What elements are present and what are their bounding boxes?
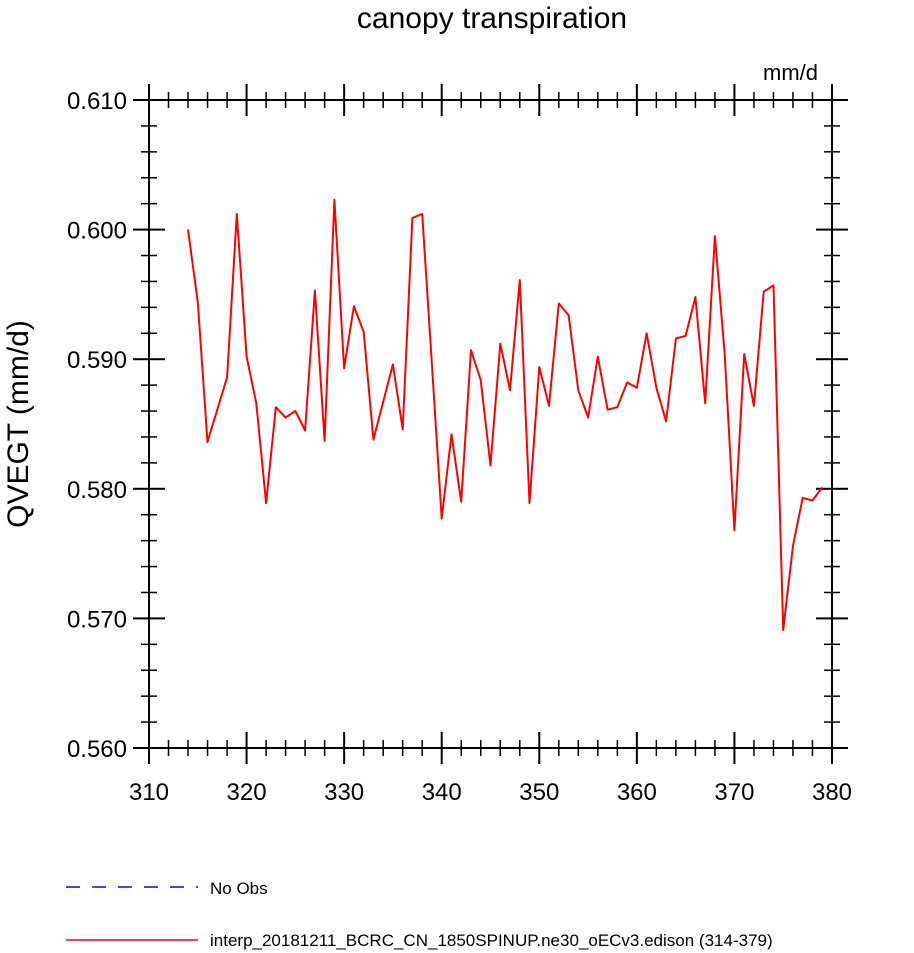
y-tick-label: 0.580 xyxy=(67,477,127,504)
x-tick-label: 360 xyxy=(617,779,657,806)
legend: No Obs interp_20181211_BCRC_CN_1850SPINU… xyxy=(66,879,773,950)
legend-label-model: interp_20181211_BCRC_CN_1850SPINUP.ne30_… xyxy=(210,931,773,950)
axis-ticks xyxy=(133,84,848,764)
y-tick-label: 0.600 xyxy=(67,218,127,245)
y-tick-label: 0.570 xyxy=(67,606,127,633)
chart-title: canopy transpiration xyxy=(357,2,627,35)
x-tick-label: 340 xyxy=(422,779,462,806)
plot-frame xyxy=(148,99,833,749)
y-tick-label: 0.590 xyxy=(67,347,127,374)
y-tick-label: 0.560 xyxy=(67,736,127,763)
legend-label-no-obs: No Obs xyxy=(210,879,268,898)
x-tick-label: 380 xyxy=(812,779,852,806)
x-tick-label: 320 xyxy=(227,779,267,806)
x-tick-label: 370 xyxy=(714,779,754,806)
y-axis-label: QVEGT (mm/d) xyxy=(2,320,35,528)
x-tick-label: 330 xyxy=(324,779,364,806)
y-tick-label: 0.610 xyxy=(67,88,127,115)
x-tick-label: 310 xyxy=(129,779,169,806)
axis-tick-labels: 310 320 330 340 350 360 370 380 0.560 0.570 0.580 0… xyxy=(67,88,852,806)
x-tick-label: 350 xyxy=(519,779,559,806)
series-line-model xyxy=(187,198,824,632)
units-label: mm/d xyxy=(763,60,818,85)
